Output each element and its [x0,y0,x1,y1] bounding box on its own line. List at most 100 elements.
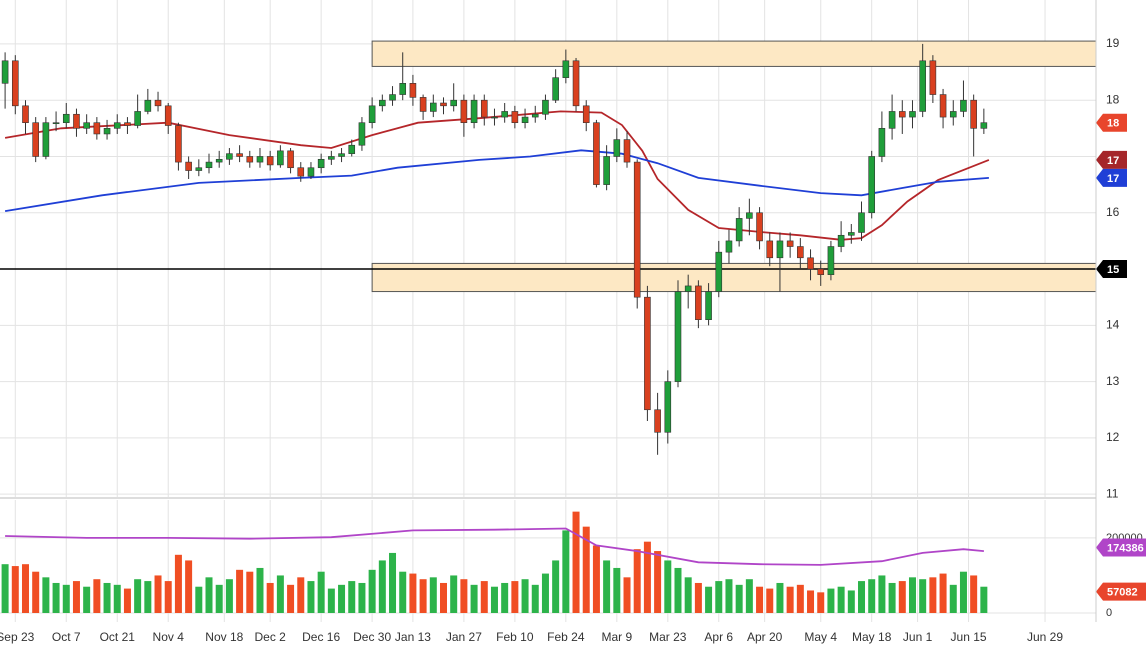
volume-bar [276,575,284,613]
candle-body [776,240,784,259]
volume-bar [307,581,315,613]
volume-bar [348,581,356,613]
volume-bar [908,577,916,613]
candle-body [695,285,702,321]
value-tag-label: 174386 [1107,542,1144,554]
candle-body [593,122,600,185]
volume-bar [858,581,866,613]
candle-body [93,122,101,135]
moving-average [4,149,989,212]
volume-bar [725,579,733,613]
volume-average [5,527,984,566]
volume-bar [154,575,162,613]
volume-bar [541,573,549,613]
volume-bar [786,586,794,613]
candle-body [746,212,753,219]
y-tick-label: 0 [1106,607,1112,619]
candle-body [827,246,835,275]
candle-body [766,240,774,259]
x-tick-label: May 4 [804,630,837,644]
y-tick-label: 16 [1106,205,1120,219]
volume-bar [83,586,91,613]
candle-body [236,153,243,157]
volume-bar [623,577,631,613]
candle-body [613,139,621,157]
candle-body [848,232,855,236]
candle-body [22,105,29,124]
candle-body [124,122,131,126]
candle-body [266,156,274,166]
volume-bar [613,567,621,613]
candle-body [552,77,559,101]
candle-body [256,156,264,163]
candle-body [674,291,682,382]
volume-bar [72,581,80,613]
candle-body [898,111,906,118]
volume-bar [460,579,468,613]
volume-bar [929,577,937,613]
x-tick-label: Jun 15 [951,630,987,644]
volume-bar [898,581,906,613]
candle-body [32,122,39,157]
volume-bar [11,566,19,613]
candle-body [797,246,804,259]
candle-body [949,111,957,118]
volume-bar [684,577,692,613]
value-tag-label: 17 [1107,173,1119,185]
volume-bar [939,573,947,613]
candle-body [358,122,366,146]
volume-bar [52,582,60,613]
candle-body [11,60,19,107]
candle-body [348,144,356,154]
y-tick-label: 19 [1106,36,1120,50]
value-tag [1096,150,1127,169]
candle-body [277,150,284,166]
x-tick-label: Nov 18 [205,630,243,644]
candle-body [307,167,315,177]
candle-body [164,105,172,126]
y-tick-label: 13 [1106,374,1120,388]
volume-bar [439,582,447,613]
volume-bar [450,575,458,613]
volume-bar [643,541,651,613]
x-tick-label: Oct 7 [52,630,81,644]
candle-body [715,251,723,292]
candle-body [858,212,865,233]
candle-body [929,60,937,95]
value-tag [1096,113,1127,132]
volume-bar [42,577,50,613]
candle-body [919,60,926,112]
volume-bar [236,569,244,613]
candle-body [430,102,437,112]
volume-bar [970,575,978,613]
candle-body [460,99,468,124]
candle-body [287,150,294,169]
volume-bar [225,579,233,613]
x-tick-label: Jun 29 [1027,630,1063,644]
candle-body [654,409,661,433]
volume-bar [603,560,611,613]
volume-bar [949,584,957,613]
y-tick-label: 12 [1106,430,1120,444]
volume-bar [766,588,774,613]
candle-body [175,125,182,163]
volume-bar [185,560,193,613]
volume-bar [552,560,560,613]
candle-body [521,116,529,124]
x-tick-label: Sep 23 [0,630,35,644]
candle-body [450,99,457,107]
candle-body [195,167,203,171]
candle-body [205,161,213,169]
x-tick-label: Nov 4 [153,630,185,644]
volume-bar [582,526,590,613]
x-tick-label: Feb 10 [496,630,534,644]
volume-bar [776,582,784,613]
candle-body [582,105,590,124]
candle-body [134,111,141,126]
volume-bar [113,584,121,613]
y-tick-label: 14 [1106,318,1120,332]
volume-bar [134,579,142,613]
candle-body [409,83,417,98]
